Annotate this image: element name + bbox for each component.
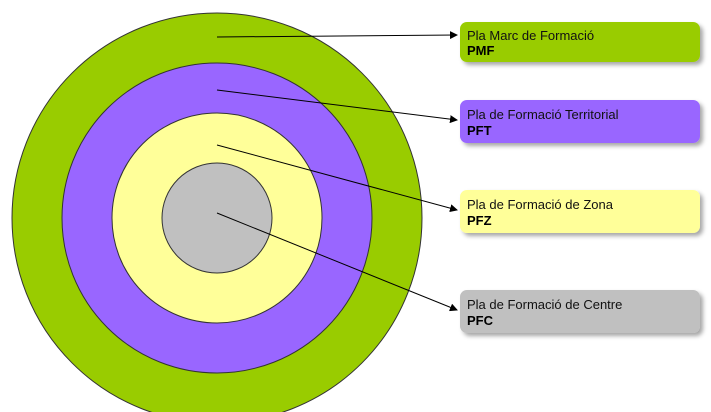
- box-pfz: Pla de Formació de Zona PFZ: [460, 190, 700, 233]
- box: [460, 290, 700, 333]
- ring-pfc: [161, 162, 273, 274]
- code: PFC: [467, 313, 494, 328]
- arrow: [216, 31, 458, 40]
- box-pfc: Pla de Formació de Centre PFC: [460, 290, 700, 333]
- label: Pla Marc de Formació: [467, 28, 594, 43]
- label: Pla de Formació de Zona: [467, 197, 614, 212]
- box-pmf: Pla Marc de Formació PMF: [460, 22, 700, 62]
- box: [460, 100, 700, 143]
- code: PFT: [467, 123, 492, 138]
- arrow: [216, 212, 458, 312]
- box: [460, 22, 700, 62]
- code: PFZ: [467, 213, 492, 228]
- box: [460, 190, 700, 233]
- label: Pla de Formació Territorial: [467, 107, 619, 122]
- arrow: [216, 89, 458, 124]
- arrow: [216, 144, 458, 213]
- label: Pla de Formació de Centre: [467, 297, 622, 312]
- code: PMF: [467, 43, 495, 58]
- box-pft: Pla de Formació Territorial PFT: [460, 100, 700, 143]
